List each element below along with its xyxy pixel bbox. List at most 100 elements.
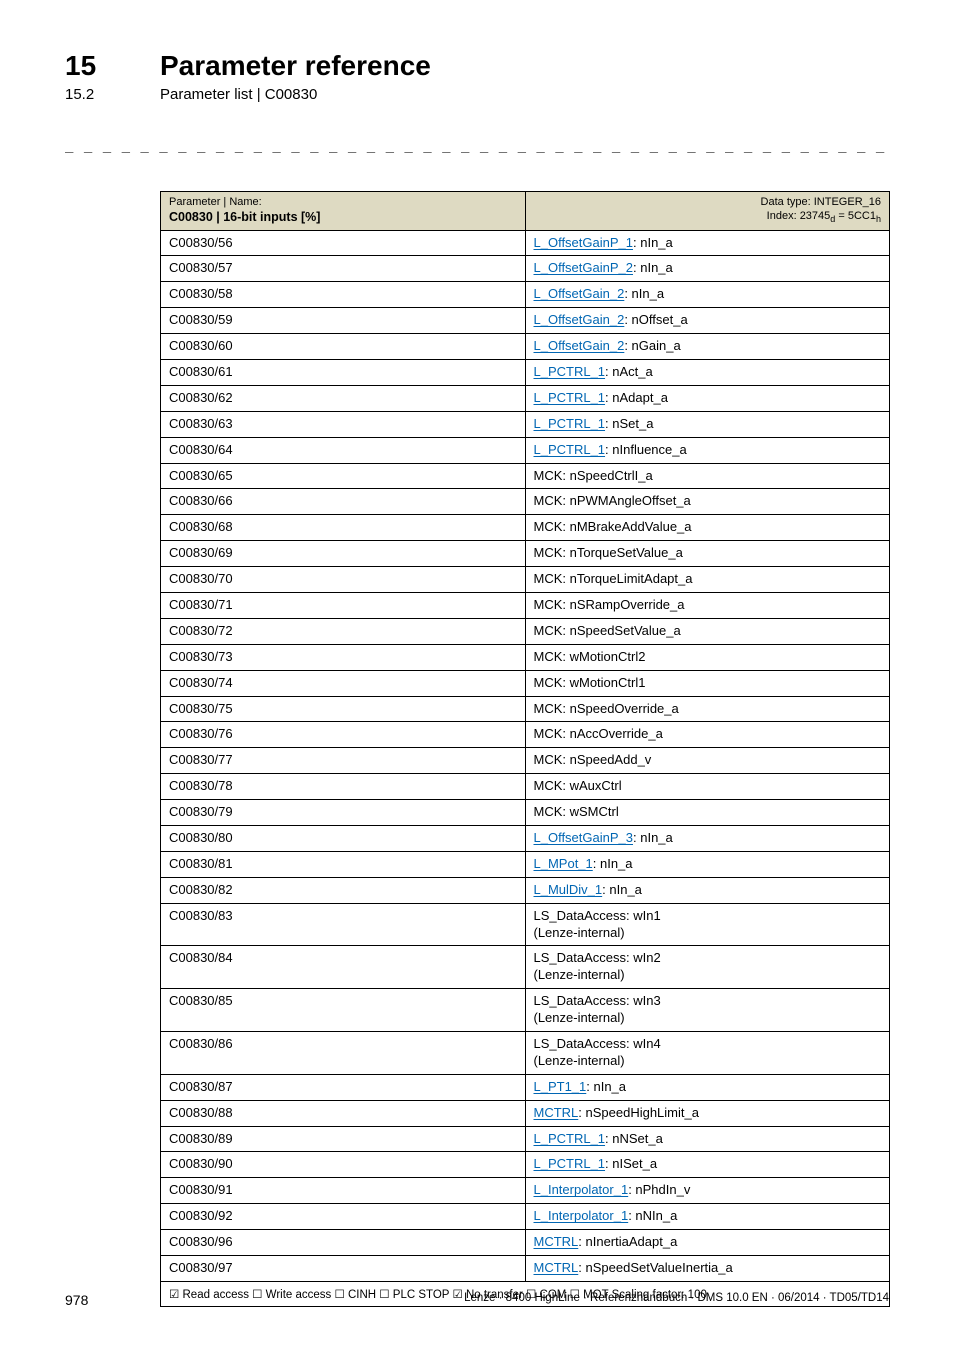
param-link[interactable]: L_OffsetGain_2 [534, 286, 625, 301]
param-text: MCK: wSMCtrl [534, 804, 619, 819]
param-value-cell: L_OffsetGain_2: nIn_a [525, 282, 890, 308]
param-text: (Lenze-internal) [534, 1053, 625, 1068]
table-header-right: Data type: INTEGER_16 Index: 23745d = 5C… [525, 192, 890, 231]
param-value-cell: L_PCTRL_1: nAdapt_a [525, 385, 890, 411]
table-row: C00830/61L_PCTRL_1: nAct_a [161, 359, 890, 385]
param-link[interactable]: L_OffsetGainP_1 [534, 235, 634, 250]
param-link[interactable]: L_PCTRL_1 [534, 1156, 606, 1171]
param-id-cell: C00830/77 [161, 748, 526, 774]
separator-line: _ _ _ _ _ _ _ _ _ _ _ _ _ _ _ _ _ _ _ _ … [65, 137, 889, 153]
param-rest: : nIn_a [633, 235, 673, 250]
header-param: C00830 | 16-bit inputs [%] [169, 210, 320, 224]
param-value-cell: LS_DataAccess: wIn2(Lenze-internal) [525, 946, 890, 989]
param-link[interactable]: L_MulDiv_1 [534, 882, 603, 897]
param-rest: : nInfluence_a [605, 442, 687, 457]
param-id-cell: C00830/81 [161, 851, 526, 877]
param-id-cell: C00830/76 [161, 722, 526, 748]
param-rest: : nPhdIn_v [628, 1182, 690, 1197]
param-link[interactable]: MCTRL [534, 1105, 579, 1120]
table-row: C00830/56L_OffsetGainP_1: nIn_a [161, 230, 890, 256]
param-value-cell: L_Interpolator_1: nNIn_a [525, 1204, 890, 1230]
param-value-cell: L_PCTRL_1: nInfluence_a [525, 437, 890, 463]
param-link[interactable]: MCTRL [534, 1234, 579, 1249]
param-link[interactable]: L_PCTRL_1 [534, 442, 606, 457]
param-value-cell: L_OffsetGain_2: nOffset_a [525, 308, 890, 334]
param-value-cell: MCK: wSMCtrl [525, 800, 890, 826]
page-number: 978 [65, 1292, 88, 1308]
table-row: C00830/96MCTRL: nInertiaAdapt_a [161, 1230, 890, 1256]
param-value-cell: MCK: nPWMAngleOffset_a [525, 489, 890, 515]
param-link[interactable]: L_Interpolator_1 [534, 1208, 629, 1223]
table-row: C00830/73MCK: wMotionCtrl2 [161, 644, 890, 670]
param-id-cell: C00830/60 [161, 334, 526, 360]
table-row: C00830/62L_PCTRL_1: nAdapt_a [161, 385, 890, 411]
table-row: C00830/65MCK: nSpeedCtrlI_a [161, 463, 890, 489]
param-id-cell: C00830/66 [161, 489, 526, 515]
param-link[interactable]: L_OffsetGain_2 [534, 338, 625, 353]
chapter-title: Parameter reference [160, 50, 431, 82]
param-rest: : nSpeedSetValueInertia_a [578, 1260, 732, 1275]
param-text: (Lenze-internal) [534, 1010, 625, 1025]
param-rest: : nAct_a [605, 364, 653, 379]
param-link[interactable]: L_OffsetGain_2 [534, 312, 625, 327]
param-id-cell: C00830/92 [161, 1204, 526, 1230]
param-link[interactable]: L_OffsetGainP_3 [534, 830, 634, 845]
param-value-cell: L_Interpolator_1: nPhdIn_v [525, 1178, 890, 1204]
param-id-cell: C00830/71 [161, 592, 526, 618]
param-value-cell: L_PCTRL_1: nISet_a [525, 1152, 890, 1178]
param-text: MCK: nSpeedSetValue_a [534, 623, 681, 638]
param-link[interactable]: L_PCTRL_1 [534, 1131, 606, 1146]
param-id-cell: C00830/58 [161, 282, 526, 308]
table-row: C00830/59L_OffsetGain_2: nOffset_a [161, 308, 890, 334]
table-row: C00830/72MCK: nSpeedSetValue_a [161, 618, 890, 644]
table-row: C00830/78MCK: wAuxCtrl [161, 774, 890, 800]
param-link[interactable]: L_PCTRL_1 [534, 390, 606, 405]
param-link[interactable]: L_PCTRL_1 [534, 364, 606, 379]
param-id-cell: C00830/78 [161, 774, 526, 800]
table-row: C00830/90L_PCTRL_1: nISet_a [161, 1152, 890, 1178]
param-id-cell: C00830/74 [161, 670, 526, 696]
table-row: C00830/80L_OffsetGainP_3: nIn_a [161, 825, 890, 851]
param-id-cell: C00830/83 [161, 903, 526, 946]
param-link[interactable]: L_OffsetGainP_2 [534, 260, 634, 275]
table-body: C00830/56L_OffsetGainP_1: nIn_aC00830/57… [161, 230, 890, 1281]
param-link[interactable]: L_PT1_1 [534, 1079, 587, 1094]
param-value-cell: MCK: nTorqueSetValue_a [525, 541, 890, 567]
param-link[interactable]: L_PCTRL_1 [534, 416, 606, 431]
param-id-cell: C00830/96 [161, 1230, 526, 1256]
param-rest: : nOffset_a [624, 312, 687, 327]
table-row: C00830/76MCK: nAccOverride_a [161, 722, 890, 748]
param-rest: : nSpeedHighLimit_a [578, 1105, 699, 1120]
param-id-cell: C00830/65 [161, 463, 526, 489]
param-id-cell: C00830/89 [161, 1126, 526, 1152]
param-rest: : nGain_a [624, 338, 680, 353]
param-rest: : nNIn_a [628, 1208, 677, 1223]
param-value-cell: MCK: nSpeedSetValue_a [525, 618, 890, 644]
section-title: Parameter list | C00830 [160, 86, 317, 103]
param-id-cell: C00830/68 [161, 515, 526, 541]
table-row: C00830/97 MCTRL: nSpeedSetValueInertia_a [161, 1256, 890, 1282]
table-row: C00830/68MCK: nMBrakeAddValue_a [161, 515, 890, 541]
param-link[interactable]: L_MPot_1 [534, 856, 593, 871]
table-row: C00830/69MCK: nTorqueSetValue_a [161, 541, 890, 567]
param-value-cell: MCK: nTorqueLimitAdapt_a [525, 567, 890, 593]
param-text: LS_DataAccess: wIn3 [534, 993, 661, 1008]
param-value-cell: L_PCTRL_1: nAct_a [525, 359, 890, 385]
param-rest: : nIn_a [593, 856, 633, 871]
param-id-cell: C00830/85 [161, 989, 526, 1032]
param-value-cell: LS_DataAccess: wIn4(Lenze-internal) [525, 1032, 890, 1075]
subscript-h: h [876, 214, 881, 224]
table-row: C00830/84LS_DataAccess: wIn2(Lenze-inter… [161, 946, 890, 989]
param-value-cell: MCTRL: nSpeedHighLimit_a [525, 1100, 890, 1126]
param-link[interactable]: L_Interpolator_1 [534, 1182, 629, 1197]
param-value-cell: MCK: nSpeedCtrlI_a [525, 463, 890, 489]
param-id-cell: C00830/82 [161, 877, 526, 903]
param-value-cell: MCK: wAuxCtrl [525, 774, 890, 800]
param-id-cell: C00830/97 [161, 1256, 526, 1282]
param-link[interactable]: MCTRL [534, 1260, 579, 1275]
param-text: (Lenze-internal) [534, 925, 625, 940]
param-value-cell: L_OffsetGainP_3: nIn_a [525, 825, 890, 851]
param-text: MCK: nSpeedAdd_v [534, 752, 652, 767]
param-text: MCK: wMotionCtrl2 [534, 649, 646, 664]
param-text: MCK: nPWMAngleOffset_a [534, 493, 691, 508]
